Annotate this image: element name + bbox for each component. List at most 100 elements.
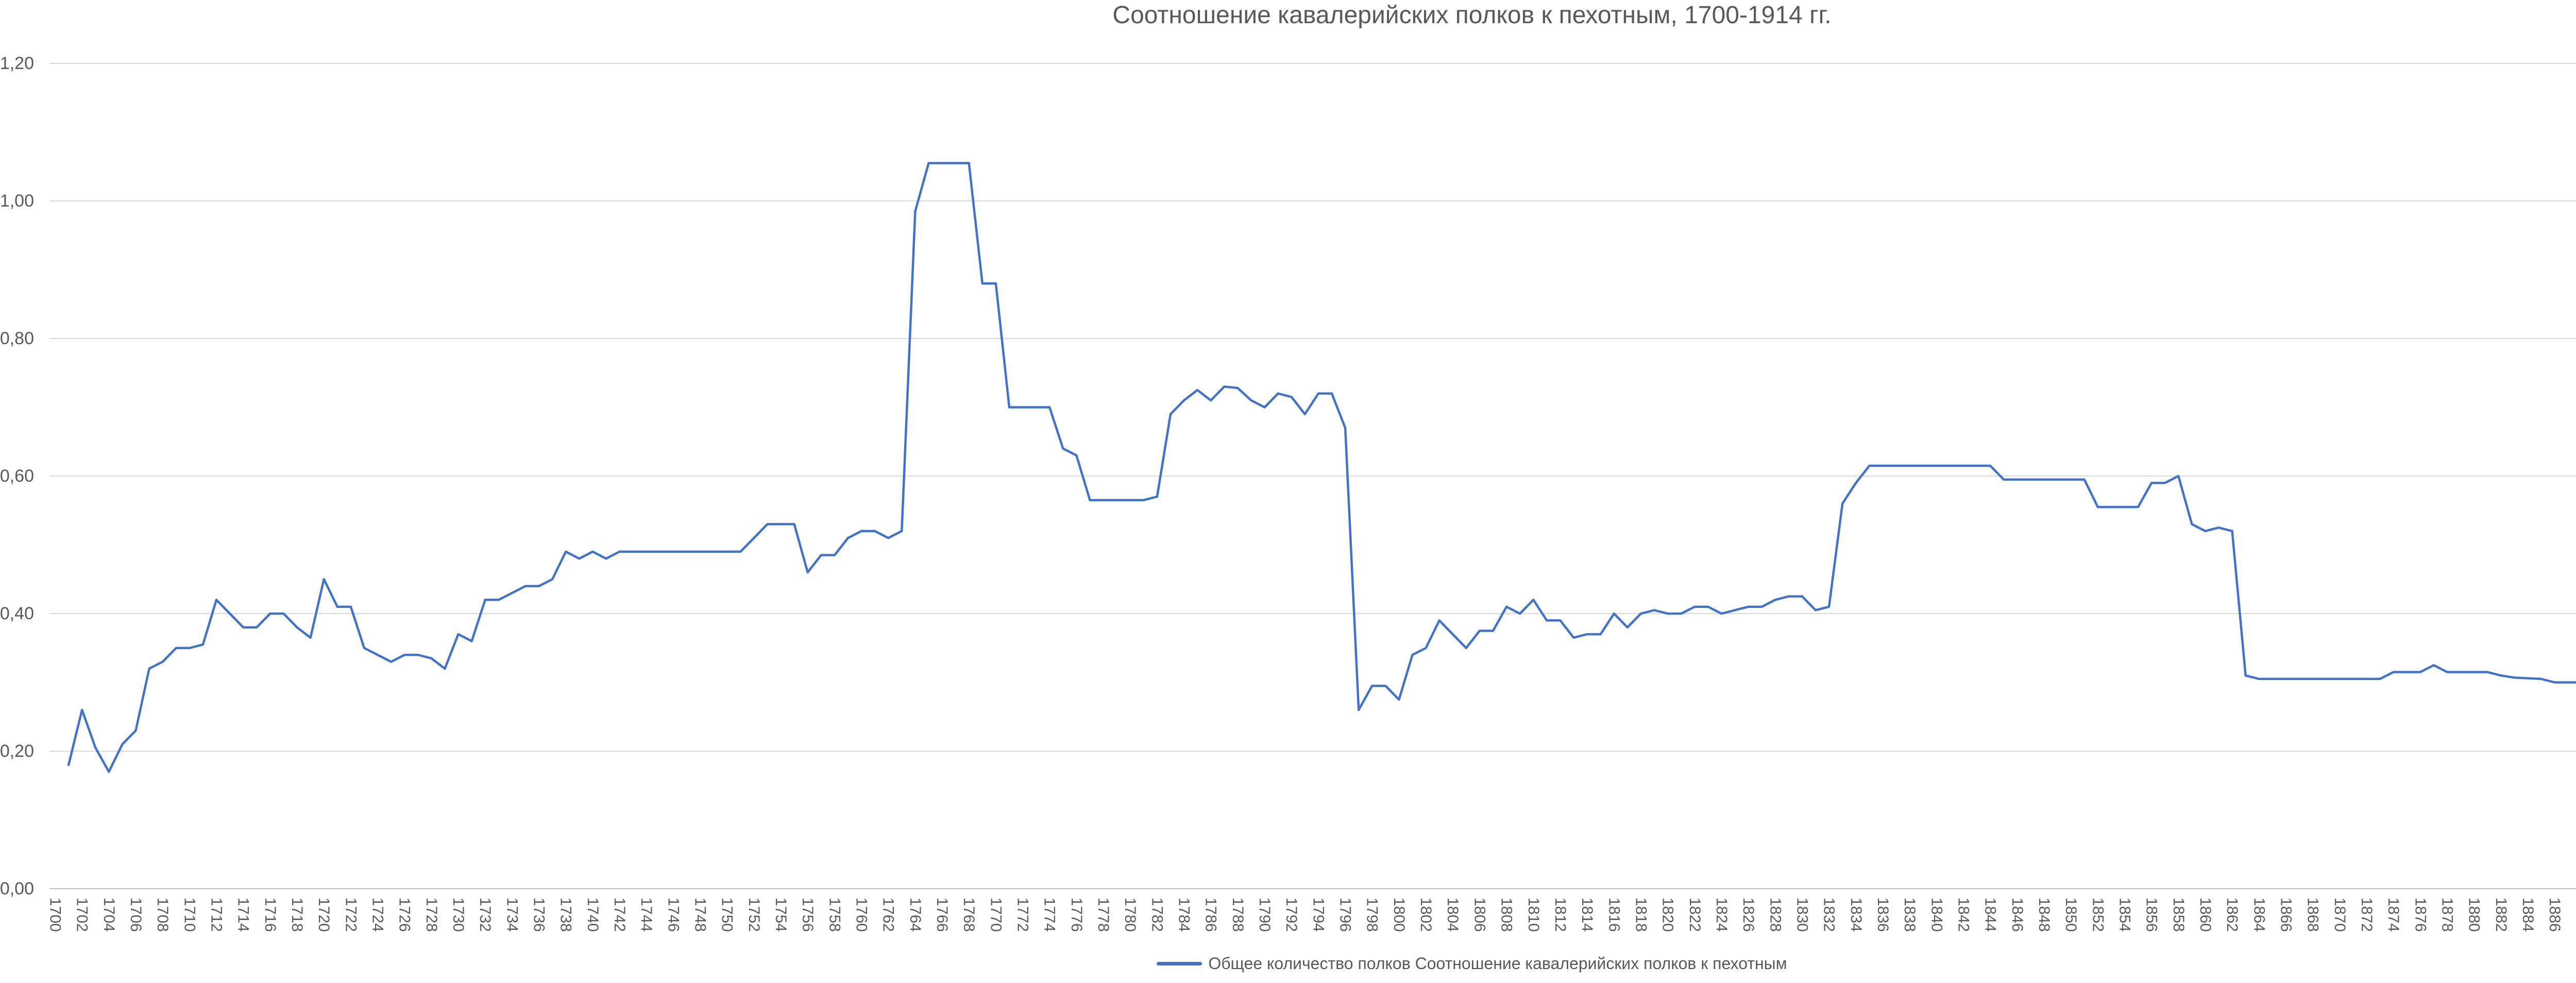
- x-axis-tick-label: 1774: [1041, 897, 1058, 932]
- x-axis-tick-label: 1874: [2385, 897, 2402, 932]
- x-axis-tick-label: 1832: [1821, 897, 1838, 932]
- x-axis-tick-label: 1714: [235, 897, 252, 932]
- x-axis-tick-label: 1872: [2358, 897, 2375, 932]
- x-axis-tick-label: 1726: [396, 897, 413, 932]
- x-axis-tick-label: 1850: [2062, 897, 2079, 932]
- x-axis-tick-label: 1848: [2036, 897, 2053, 932]
- x-axis-tick-label: 1750: [719, 897, 736, 932]
- y-axis-tick-label: 1,00: [0, 191, 34, 211]
- x-axis-tick-label: 1784: [1176, 897, 1193, 932]
- x-axis-tick-label: 1736: [531, 897, 548, 932]
- y-axis-tick-label: 0,40: [0, 604, 34, 623]
- x-axis-tick-label: 1716: [262, 897, 279, 932]
- x-axis-tick-label: 1814: [1579, 897, 1596, 932]
- x-axis-tick-label: 1864: [2250, 897, 2267, 932]
- chart-legend: Общее количество полков Соотношение кава…: [0, 954, 2576, 973]
- x-axis-tick-label: 1810: [1525, 897, 1542, 932]
- x-axis-tick-label: 1842: [1955, 897, 1972, 932]
- x-axis-tick-label: 1884: [2519, 897, 2536, 932]
- x-axis-tick-label: 1764: [907, 897, 924, 932]
- x-axis-tick-label: 1838: [1901, 897, 1918, 932]
- legend-line-marker: [1157, 962, 1202, 965]
- chart-title: Соотношение кавалерийских полков к пехот…: [1112, 2, 1832, 29]
- x-axis-tick-label: 1846: [2009, 897, 2026, 932]
- x-axis-tick-label: 1826: [1740, 897, 1757, 932]
- x-axis-tick-label: 1788: [1229, 897, 1246, 932]
- x-axis-tick-label: 1778: [1095, 897, 1112, 932]
- x-axis-tick-label: 1762: [880, 897, 897, 932]
- x-axis-tick-label: 1710: [181, 897, 198, 932]
- x-axis-tick-label: 1816: [1605, 897, 1622, 932]
- x-axis-tick-label: 1760: [853, 897, 870, 932]
- x-axis-tick-label: 1808: [1498, 897, 1515, 932]
- x-axis-tick-label: 1796: [1337, 897, 1354, 932]
- x-axis-tick-label: 1862: [2224, 897, 2241, 932]
- x-axis-tick-label: 1878: [2438, 897, 2455, 932]
- x-axis-tick-label: 1738: [557, 897, 574, 932]
- x-axis-tick-label: 1856: [2143, 897, 2160, 932]
- x-axis-tick-label: 1758: [826, 897, 843, 932]
- x-axis-tick-label: 1800: [1391, 897, 1408, 932]
- x-axis-tick-label: 1752: [745, 897, 762, 932]
- x-axis-tick-label: 1812: [1552, 897, 1569, 932]
- x-axis-tick-label: 1742: [611, 897, 628, 932]
- y-axis-tick-label: 0,60: [0, 466, 34, 486]
- x-axis-tick-label: 1794: [1310, 897, 1327, 932]
- x-axis-tick-label: 1806: [1471, 897, 1488, 932]
- x-axis-tick-label: 1730: [450, 897, 467, 932]
- x-axis-tick-label: 1798: [1364, 897, 1381, 932]
- x-axis-tick-label: 1746: [665, 897, 682, 932]
- x-axis-tick-label: 1852: [2089, 897, 2106, 932]
- legend-series-label: Общее количество полков Соотношение кава…: [1208, 954, 1787, 973]
- x-axis-tick-label: 1702: [74, 897, 91, 932]
- x-axis-tick-label: 1744: [638, 897, 655, 932]
- x-axis-tick-label: 1724: [369, 897, 386, 932]
- x-axis-tick-label: 1718: [289, 897, 306, 932]
- x-axis-tick-label: 1728: [423, 897, 440, 932]
- x-axis-tick-label: 1790: [1256, 897, 1273, 932]
- x-axis-tick-label: 1766: [934, 897, 951, 932]
- x-axis-tick-label: 1840: [1928, 897, 1945, 932]
- x-axis-tick-label: 1888: [2573, 897, 2576, 932]
- x-axis-tick-label: 1780: [1122, 897, 1139, 932]
- x-axis-tick-label: 1870: [2331, 897, 2348, 932]
- x-axis-tick-label: 1792: [1283, 897, 1300, 932]
- x-axis-tick-label: 1770: [987, 897, 1004, 932]
- x-axis-tick-label: 1824: [1713, 897, 1730, 932]
- x-axis-tick-label: 1740: [584, 897, 601, 932]
- x-axis-tick-label: 1830: [1793, 897, 1810, 932]
- x-axis-tick-label: 1704: [100, 897, 117, 932]
- x-axis-tick-label: 1860: [2197, 897, 2214, 932]
- x-axis-tick-label: 1836: [1874, 897, 1891, 932]
- x-axis-tick-label: 1834: [1848, 897, 1865, 932]
- y-axis-tick-label: 0,00: [0, 879, 34, 899]
- x-axis-tick-label: 1708: [154, 897, 171, 932]
- y-axis-tick-label: 0,20: [0, 741, 34, 761]
- series-line: [67, 162, 2576, 773]
- x-axis-tick-label: 1858: [2170, 897, 2187, 932]
- x-axis-tick-label: 1748: [692, 897, 709, 932]
- x-axis-tick-label: 1822: [1686, 897, 1703, 932]
- x-axis-tick-label: 1818: [1632, 897, 1649, 932]
- x-axis-tick-label: 1706: [127, 897, 144, 932]
- x-axis-tick-label: 1756: [799, 897, 816, 932]
- x-axis-tick-label: 1886: [2546, 897, 2563, 932]
- x-axis-tick-label: 1844: [1982, 897, 1999, 932]
- x-axis-tick-label: 1722: [342, 897, 359, 932]
- x-axis-tick-label: 1866: [2277, 897, 2294, 932]
- y-axis-tick-label: 1,20: [0, 54, 34, 73]
- x-axis-tick-label: 1734: [503, 897, 520, 932]
- y-axis-tick-label: 0,80: [0, 329, 34, 348]
- x-axis-tick-label: 1804: [1444, 897, 1461, 932]
- x-axis-tick-label: 1786: [1202, 897, 1219, 932]
- x-axis-tick-label: 1880: [2466, 897, 2483, 932]
- x-axis-tick-label: 1772: [1014, 897, 1031, 932]
- x-axis-tick-label: 1882: [2493, 897, 2510, 932]
- x-axis-tick-label: 1776: [1068, 897, 1085, 932]
- x-axis-tick-label: 1712: [208, 897, 225, 932]
- x-axis-tick-label: 1868: [2304, 897, 2321, 932]
- x-axis-tick-label: 1782: [1148, 897, 1165, 932]
- x-axis-tick-label: 1700: [47, 897, 64, 932]
